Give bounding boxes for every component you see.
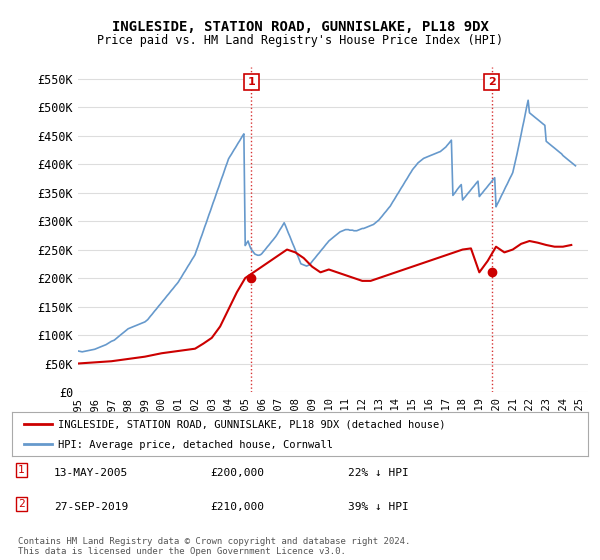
Text: 22% ↓ HPI: 22% ↓ HPI	[348, 468, 409, 478]
Text: INGLESIDE, STATION ROAD, GUNNISLAKE, PL18 9DX (detached house): INGLESIDE, STATION ROAD, GUNNISLAKE, PL1…	[58, 419, 446, 429]
Text: 27-SEP-2019: 27-SEP-2019	[54, 502, 128, 512]
Text: 1: 1	[248, 77, 255, 87]
Text: 1: 1	[18, 465, 25, 475]
Text: 39% ↓ HPI: 39% ↓ HPI	[348, 502, 409, 512]
Text: 2: 2	[488, 77, 496, 87]
Text: £210,000: £210,000	[210, 502, 264, 512]
Text: INGLESIDE, STATION ROAD, GUNNISLAKE, PL18 9DX: INGLESIDE, STATION ROAD, GUNNISLAKE, PL1…	[112, 20, 488, 34]
Text: 2: 2	[18, 499, 25, 509]
Text: Contains HM Land Registry data © Crown copyright and database right 2024.: Contains HM Land Registry data © Crown c…	[18, 538, 410, 547]
Text: 13-MAY-2005: 13-MAY-2005	[54, 468, 128, 478]
Text: £200,000: £200,000	[210, 468, 264, 478]
Text: This data is licensed under the Open Government Licence v3.0.: This data is licensed under the Open Gov…	[18, 548, 346, 557]
Text: HPI: Average price, detached house, Cornwall: HPI: Average price, detached house, Corn…	[58, 440, 333, 450]
Text: Price paid vs. HM Land Registry's House Price Index (HPI): Price paid vs. HM Land Registry's House …	[97, 34, 503, 46]
